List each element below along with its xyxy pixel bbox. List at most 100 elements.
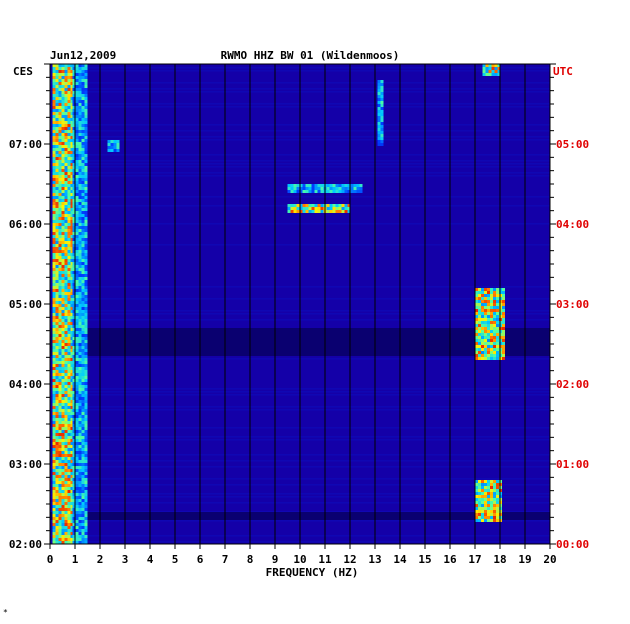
energy-cell	[487, 483, 490, 486]
energy-cell	[55, 271, 59, 274]
energy-cell	[490, 516, 493, 519]
energy-cell	[70, 205, 74, 208]
energy-cell	[70, 352, 74, 355]
energy-cell	[72, 241, 76, 244]
energy-cell	[75, 442, 79, 445]
energy-cell	[67, 178, 71, 181]
energy-cell	[75, 106, 79, 109]
energy-cell	[61, 169, 65, 172]
energy-cell	[494, 64, 498, 67]
energy-cell	[61, 127, 65, 130]
energy-cell	[67, 526, 71, 529]
energy-cell	[481, 300, 484, 303]
x-tick-label: 16	[443, 553, 457, 566]
energy-cell	[72, 142, 76, 145]
energy-cell	[55, 100, 59, 103]
energy-cell	[61, 241, 65, 244]
energy-cell	[70, 505, 74, 508]
energy-cell	[64, 244, 68, 247]
energy-cell	[64, 505, 68, 508]
energy-cell	[377, 119, 381, 122]
energy-cell	[75, 82, 79, 85]
energy-cell	[52, 88, 56, 91]
energy-cell	[72, 259, 76, 262]
energy-cell	[81, 265, 85, 268]
energy-cell	[72, 160, 76, 163]
left-tick-label: 02:00	[9, 538, 42, 551]
energy-cell	[67, 163, 71, 166]
energy-cell	[70, 370, 74, 373]
energy-cell	[72, 184, 76, 187]
energy-cell	[64, 424, 68, 427]
energy-cell	[64, 397, 68, 400]
energy-cell	[81, 88, 85, 91]
energy-cell	[75, 151, 79, 154]
energy-cell	[84, 328, 88, 331]
energy-cell	[475, 318, 478, 321]
energy-cell	[70, 67, 74, 70]
energy-cell	[496, 492, 499, 495]
energy-cell	[347, 210, 351, 213]
energy-cell	[75, 148, 79, 151]
energy-cell	[70, 511, 74, 514]
energy-cell	[81, 538, 85, 541]
energy-cell	[70, 187, 74, 190]
energy-cell	[61, 250, 65, 253]
energy-cell	[496, 486, 499, 489]
energy-cell	[70, 424, 74, 427]
energy-cell	[347, 204, 351, 207]
energy-cell	[478, 342, 481, 345]
energy-cell	[72, 154, 76, 157]
energy-cell	[75, 460, 79, 463]
energy-cell	[481, 342, 484, 345]
energy-cell	[484, 297, 487, 300]
energy-cell	[496, 306, 499, 309]
energy-cell	[67, 244, 71, 247]
energy-cell	[287, 187, 291, 190]
energy-cell	[67, 499, 71, 502]
energy-cell	[78, 106, 82, 109]
energy-cell	[75, 325, 79, 328]
energy-cell	[75, 538, 79, 541]
left-tick-label: 06:00	[9, 218, 42, 231]
energy-cell	[58, 250, 62, 253]
energy-cell	[75, 88, 79, 91]
energy-cell	[78, 250, 82, 253]
energy-cell	[72, 421, 76, 424]
energy-cell	[314, 210, 318, 213]
energy-cell	[84, 217, 88, 220]
energy-cell	[81, 406, 85, 409]
energy-cell	[58, 400, 62, 403]
energy-cell	[502, 351, 505, 354]
energy-cell	[58, 298, 62, 301]
energy-cell	[84, 70, 88, 73]
energy-cell	[70, 283, 74, 286]
energy-cell	[67, 169, 71, 172]
energy-cell	[55, 268, 59, 271]
energy-cell	[70, 130, 74, 133]
energy-cell	[482, 70, 486, 73]
energy-cell	[484, 504, 487, 507]
energy-cell	[70, 460, 74, 463]
energy-cell	[55, 307, 59, 310]
energy-cell	[380, 110, 384, 113]
energy-cell	[478, 480, 481, 483]
energy-cell	[78, 484, 82, 487]
energy-cell	[61, 415, 65, 418]
energy-cell	[84, 208, 88, 211]
energy-cell	[67, 496, 71, 499]
energy-cell	[52, 472, 56, 475]
energy-cell	[72, 484, 76, 487]
energy-cell	[78, 328, 82, 331]
energy-cell	[81, 124, 85, 127]
energy-cell	[52, 340, 56, 343]
energy-cell	[58, 394, 62, 397]
energy-cell	[67, 409, 71, 412]
energy-cell	[70, 391, 74, 394]
energy-cell	[475, 294, 478, 297]
energy-cell	[75, 394, 79, 397]
energy-cell	[55, 82, 59, 85]
energy-cell	[496, 309, 499, 312]
energy-cell	[64, 88, 68, 91]
energy-cell	[338, 190, 342, 193]
